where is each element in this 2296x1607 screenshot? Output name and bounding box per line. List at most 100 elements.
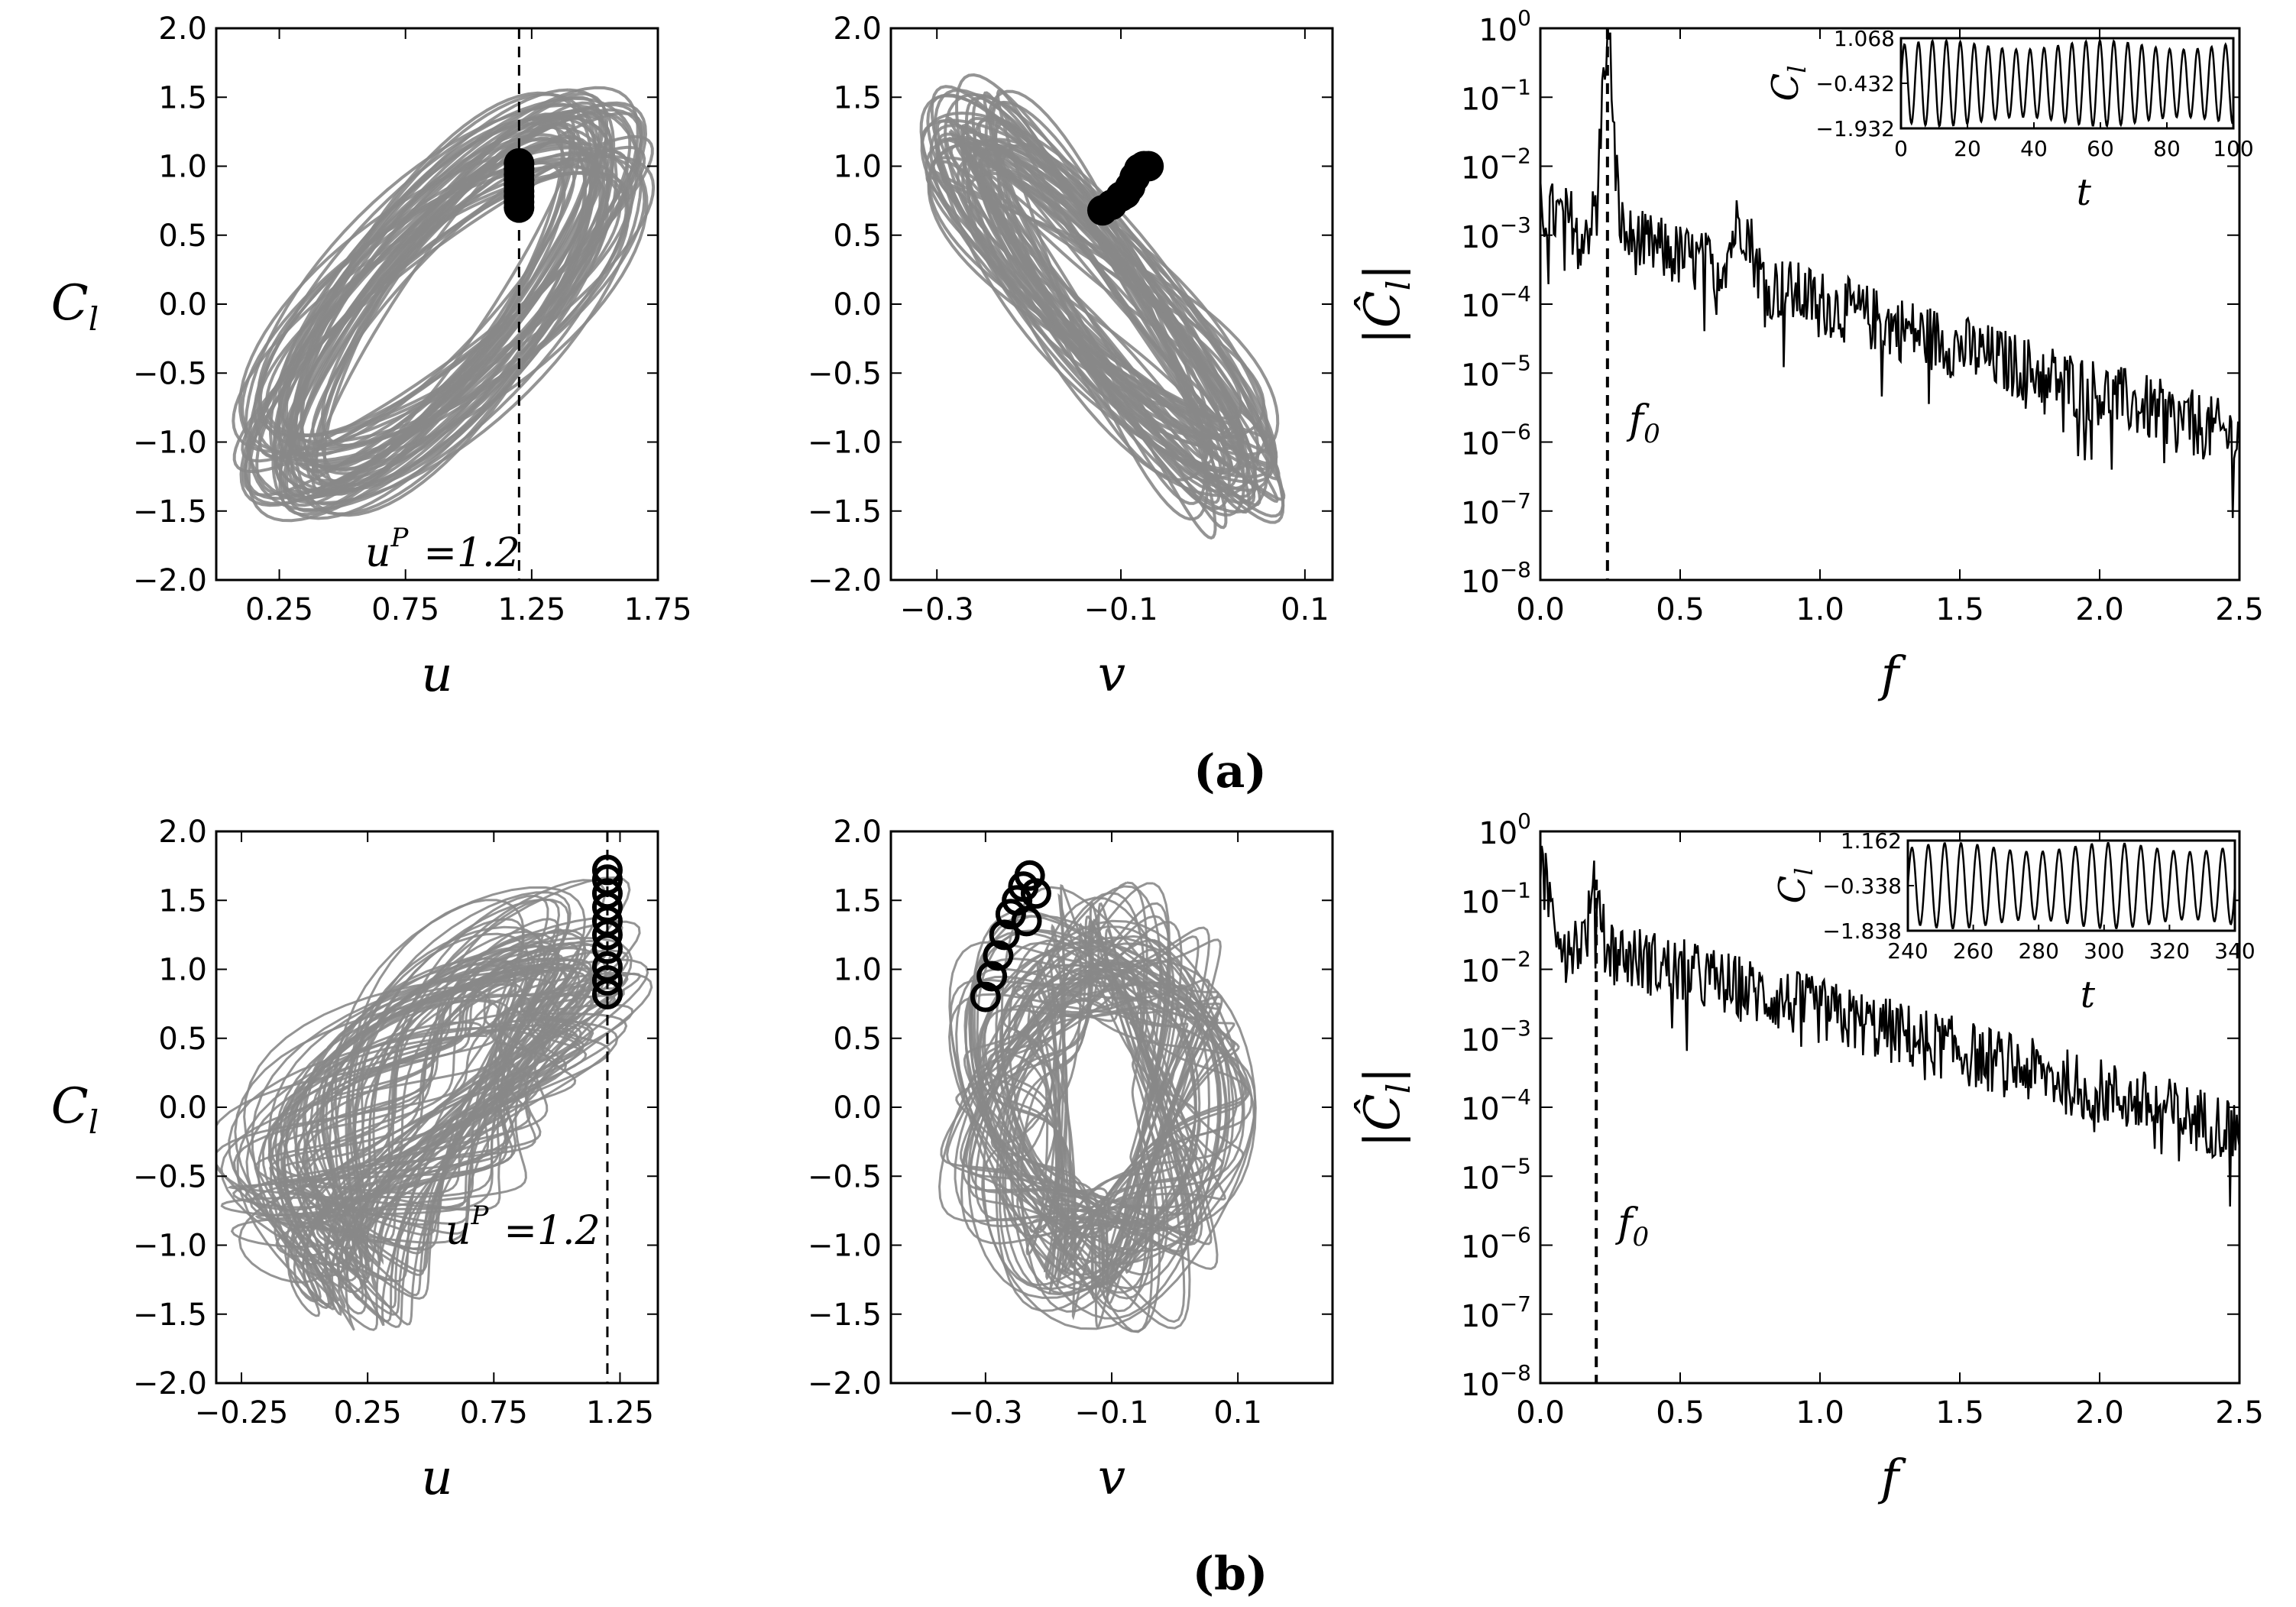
- x-tick-label: 1.0: [1796, 1395, 1844, 1430]
- x-axis-label: v: [1098, 1450, 1125, 1506]
- y-tick-label: 0.0: [158, 1090, 207, 1126]
- poincare-point: [1011, 906, 1042, 937]
- inset-x-tick-label: 20: [1954, 136, 1981, 161]
- y-tick-label: 10−3: [1461, 1016, 1531, 1058]
- trajectory-line: [321, 160, 566, 448]
- x-tick-label: 0.25: [245, 592, 313, 627]
- y-tick-label: −1.5: [808, 1298, 882, 1333]
- y-tick-label: 1.5: [158, 883, 207, 919]
- inset-y-tick-label: −0.338: [1822, 873, 1902, 899]
- x-tick-label: 2.0: [2075, 592, 2124, 627]
- y-tick-label: 100: [1478, 5, 1531, 48]
- poincare-point: [1133, 151, 1164, 182]
- inset-y-tick-label: −1.932: [1815, 116, 1895, 141]
- chart-a-spec: f010010−110−210−310−410−510−610−710−80.0…: [1353, 5, 2264, 703]
- x-tick-label: 0.5: [1656, 1395, 1705, 1430]
- y-tick-label: 10−7: [1461, 488, 1531, 531]
- y-tick-label: 0.5: [833, 1022, 882, 1057]
- y-tick-label: 10−6: [1461, 1223, 1531, 1265]
- y-tick-label: 1.0: [833, 953, 882, 988]
- y-tick-label: 10−5: [1461, 1153, 1531, 1196]
- poincare-point: [983, 940, 1014, 971]
- trajectory-line: [964, 928, 1240, 1286]
- inset-signal-line: [1899, 37, 2235, 128]
- x-tick-label: −0.25: [195, 1395, 289, 1430]
- trajectory-line: [954, 73, 1251, 497]
- y-tick-label: 100: [1478, 808, 1531, 851]
- trajectory-line: [946, 885, 1191, 1330]
- caption-b: (b): [1193, 1547, 1268, 1601]
- trajectory-line: [277, 966, 585, 1302]
- y-tick-label: 1.0: [158, 953, 207, 988]
- trajectory-line: [936, 138, 1269, 473]
- x-tick-label: 1.25: [586, 1395, 654, 1430]
- chart-b-v: −2.0 −1.5 −1.0 −0.5 0.0 0.5 1.0 1.5 2.0 −0.3 −0.1 0…: [808, 815, 1334, 1506]
- trajectory-line: [1016, 893, 1222, 1320]
- trajectory-line: [1044, 990, 1201, 1224]
- trajectory-line: [273, 109, 614, 499]
- inset-x-tick-label: 0: [1894, 136, 1908, 161]
- trajectory-line: [301, 944, 560, 1272]
- trajectory-line: [969, 935, 1200, 1279]
- x-tick-label: 0.5: [1656, 592, 1705, 627]
- caption-a: (a): [1193, 745, 1267, 799]
- inset-x-axis-label: t: [2081, 974, 2096, 1016]
- inset-x-axis-label: t: [2077, 171, 2092, 214]
- x-tick-label: 1.5: [1935, 592, 1984, 627]
- trajectory-line: [288, 112, 598, 497]
- y-axis-label: |Ĉl|: [1353, 264, 1417, 345]
- trajectory-line: [268, 993, 594, 1284]
- trajectory-line: [967, 915, 1245, 1299]
- y-tick-label: −1.0: [808, 1229, 882, 1264]
- inset-y-tick-label: −1.838: [1822, 919, 1902, 944]
- x-axis-label: f: [1878, 646, 1907, 703]
- trajectory-line: [998, 144, 1207, 505]
- y-tick-label: −2.0: [808, 563, 882, 598]
- trajectory-line: [996, 948, 1163, 1266]
- trajectory-line: [960, 139, 1245, 479]
- y-tick-label: 0.5: [833, 219, 882, 254]
- trajectory-line: [234, 993, 628, 1302]
- x-tick-label: 2.5: [2215, 592, 2264, 627]
- poincare-point: [1014, 860, 1045, 891]
- poincare-point: [591, 964, 623, 996]
- y-tick-label: −0.5: [808, 1159, 882, 1194]
- trajectory-line: [954, 135, 1252, 514]
- y-tick-label: 0.0: [158, 287, 207, 322]
- x-tick-label: −0.1: [1074, 1395, 1148, 1430]
- x-tick-label: 2.5: [2215, 1395, 2264, 1430]
- y-tick-label: 0.0: [833, 1090, 882, 1126]
- x-axis-label: u: [421, 1450, 452, 1506]
- x-tick-label: −0.3: [948, 1395, 1022, 1430]
- trajectory-line: [316, 925, 546, 1244]
- poincare-point: [591, 864, 623, 896]
- spectrum-line: [1539, 845, 2241, 1207]
- trajectory-series: [216, 876, 653, 1331]
- inset-x-tick-label: 280: [2018, 938, 2058, 964]
- trajectory-line: [997, 881, 1154, 1333]
- y-tick-label: 10−2: [1461, 947, 1531, 990]
- poincare-point: [1110, 178, 1142, 209]
- trajectory-line: [275, 985, 586, 1280]
- inset-x-tick-label: 300: [2084, 938, 2124, 964]
- poincare-point: [989, 919, 1020, 951]
- trajectory-line: [284, 138, 602, 471]
- x-axis-label: f: [1878, 1450, 1907, 1506]
- inset-x-tick-label: 40: [2020, 136, 2048, 161]
- x-tick-label: 0.25: [334, 1395, 402, 1430]
- y-tick-label: 0.5: [158, 219, 207, 254]
- x-tick-label: 0.0: [1516, 1395, 1565, 1430]
- inset-y-tick-label: 1.162: [1841, 828, 1902, 854]
- y-tick-label: 2.0: [833, 815, 882, 850]
- y-tick-label: 0.5: [158, 1022, 207, 1057]
- y-tick-label: 10−8: [1461, 1360, 1531, 1403]
- poincare-point: [995, 899, 1026, 930]
- y-axis-label: Cl: [51, 275, 99, 338]
- y-tick-label: −2.0: [133, 563, 207, 598]
- y-tick-label: −2.0: [133, 1366, 207, 1401]
- y-tick-label: 1.5: [833, 883, 882, 919]
- y-tick-label: 2.0: [833, 11, 882, 47]
- x-axis-label: u: [421, 646, 452, 703]
